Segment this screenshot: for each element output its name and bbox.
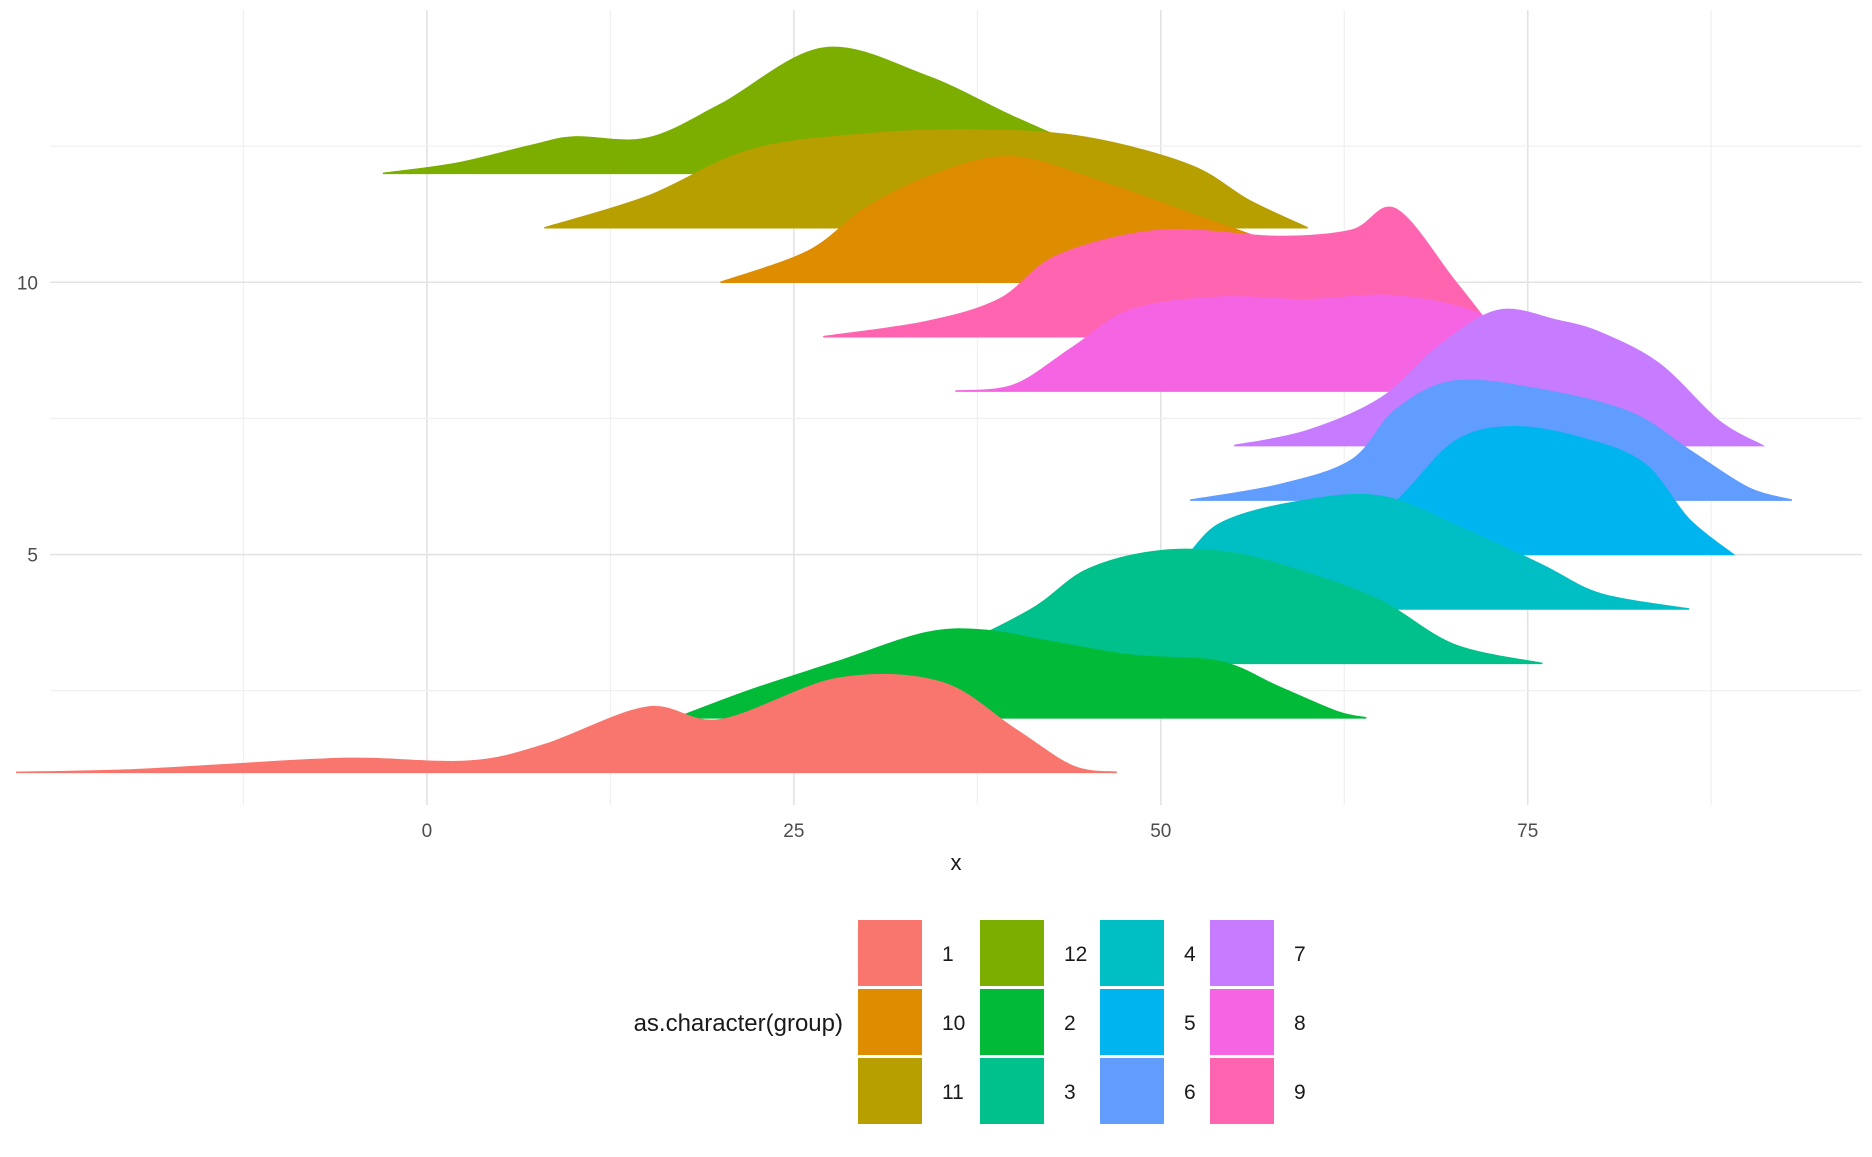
legend-label-2: 2 xyxy=(1064,1012,1076,1035)
legend-key-10 xyxy=(858,989,922,1055)
legend-key-11 xyxy=(858,1058,922,1124)
y-tick-label: 10 xyxy=(17,273,38,294)
legend-key-4 xyxy=(1100,920,1164,986)
ridge-layer xyxy=(15,46,1793,774)
legend-keys: 1 10 11 12 2 3 4 5 6 7 8 9 xyxy=(858,920,1306,1124)
legend-label-1: 1 xyxy=(942,943,954,966)
legend-key-5 xyxy=(1100,989,1164,1055)
legend-key-6 xyxy=(1100,1058,1164,1124)
legend-key-12 xyxy=(980,920,1044,986)
axis-layer: 0 25 50 75 5 10 xyxy=(17,273,1538,842)
legend-label-5: 5 xyxy=(1184,1012,1196,1035)
legend-label-11: 11 xyxy=(942,1081,964,1104)
legend-key-1 xyxy=(858,920,922,986)
legend-key-2 xyxy=(980,989,1044,1055)
legend-label-8: 8 xyxy=(1294,1012,1306,1035)
legend-label-9: 9 xyxy=(1294,1081,1306,1104)
x-tick-label: 75 xyxy=(1517,821,1538,842)
legend-label-10: 10 xyxy=(942,1012,965,1035)
legend-label-4: 4 xyxy=(1184,943,1196,966)
legend: as.character(group) 1 10 11 12 2 3 4 5 6 7 8 9 xyxy=(634,920,1306,1124)
legend-label-6: 6 xyxy=(1184,1081,1196,1104)
y-tick-label: 5 xyxy=(27,546,38,567)
x-axis-title: x xyxy=(951,850,962,875)
legend-label-3: 3 xyxy=(1064,1081,1076,1104)
x-tick-label: 50 xyxy=(1150,821,1171,842)
legend-key-7 xyxy=(1210,920,1274,986)
legend-key-3 xyxy=(980,1058,1044,1124)
ridge-group-1 xyxy=(15,673,1117,774)
legend-key-8 xyxy=(1210,989,1274,1055)
legend-title: as.character(group) xyxy=(634,1010,843,1037)
legend-label-12: 12 xyxy=(1064,943,1087,966)
x-tick-label: 25 xyxy=(783,821,804,842)
legend-key-9 xyxy=(1210,1058,1274,1124)
x-tick-label: 0 xyxy=(422,821,433,842)
ridge-group-7 xyxy=(1234,308,1766,447)
legend-label-7: 7 xyxy=(1294,943,1306,966)
